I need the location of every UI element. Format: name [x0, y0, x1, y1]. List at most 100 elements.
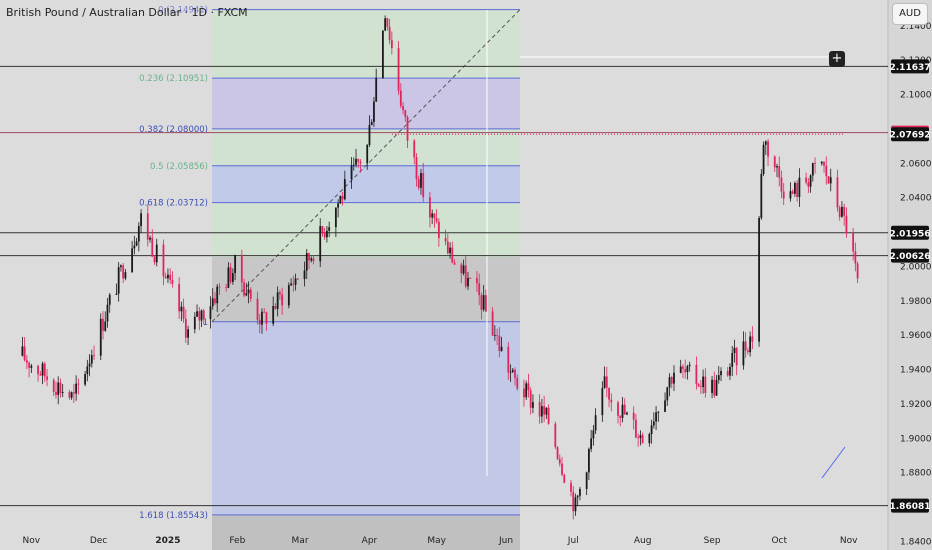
- candle-body: [796, 182, 799, 198]
- candle-body: [697, 384, 700, 387]
- candle-body: [162, 244, 165, 277]
- candle-body: [529, 390, 532, 408]
- candle-body: [41, 363, 44, 376]
- candle-body: [281, 294, 284, 306]
- candle-body: [762, 144, 765, 174]
- candle-body: [462, 265, 465, 274]
- time-tick-label: Aug: [634, 536, 652, 546]
- candle-body: [261, 311, 263, 325]
- candle-body: [431, 213, 434, 218]
- candle-body: [767, 141, 769, 157]
- price-tick-label: 1.88000: [900, 469, 932, 479]
- candle-body: [437, 221, 440, 239]
- currency-button[interactable]: AUD: [892, 3, 928, 25]
- candle-body: [610, 399, 613, 403]
- candle-body: [77, 383, 80, 385]
- candle-body: [124, 272, 127, 279]
- candle-body: [664, 400, 666, 412]
- candle-body: [686, 366, 689, 373]
- candle-body: [278, 292, 281, 295]
- candle-body: [742, 341, 745, 366]
- price-tick-label: 2.14000: [900, 22, 932, 32]
- candle-body: [106, 304, 109, 322]
- price-tag: [891, 127, 929, 142]
- candle-body: [209, 306, 212, 320]
- candle-body: [171, 279, 174, 284]
- candle-body: [122, 265, 125, 279]
- candle-body: [326, 230, 328, 238]
- candle-body: [829, 177, 832, 184]
- candle-body: [422, 173, 425, 198]
- candle-body: [776, 166, 778, 168]
- candle-body: [276, 292, 279, 309]
- candle-body: [337, 203, 340, 208]
- candle-body: [184, 318, 187, 338]
- candle-body: [623, 404, 626, 415]
- candle-body: [527, 383, 530, 391]
- candle-body: [397, 48, 400, 91]
- fib-level-label: 0.5 (2.05856): [150, 162, 208, 172]
- candle-body: [496, 335, 498, 337]
- time-tick-label: Jul: [567, 536, 579, 546]
- candle-body: [294, 278, 297, 285]
- candle-body: [334, 207, 337, 228]
- candle-body: [55, 391, 57, 395]
- time-tick-label: May: [427, 536, 446, 546]
- candle-body: [375, 77, 378, 102]
- fib-zone: [212, 78, 520, 129]
- chart-title: British Pound / Australian Dollar · 1D ·…: [6, 6, 248, 19]
- candle-body: [561, 463, 563, 475]
- candle-body: [296, 278, 299, 280]
- price-tick-label: 1.90000: [900, 434, 932, 444]
- candle-body: [637, 437, 640, 439]
- candle-body: [164, 276, 167, 279]
- candle-body: [453, 262, 456, 265]
- candle-body: [319, 226, 322, 262]
- candle-body: [249, 289, 252, 299]
- candle-body: [310, 258, 313, 261]
- plus-circle-icon[interactable]: +: [829, 51, 845, 67]
- candle-body: [247, 289, 250, 294]
- candle-body: [485, 295, 487, 312]
- price-tag-label: 2.11637: [890, 63, 931, 73]
- candle-body: [789, 191, 792, 199]
- candle-body: [323, 232, 326, 238]
- candle-body: [729, 366, 731, 376]
- candle-body: [290, 283, 292, 286]
- candle-body: [274, 306, 277, 309]
- candle-body: [243, 282, 245, 296]
- candle-body: [328, 227, 331, 231]
- candle-body: [563, 474, 566, 483]
- candle-body: [187, 329, 189, 338]
- candle-body: [368, 125, 371, 145]
- candle-body: [507, 346, 510, 373]
- candle-body: [491, 311, 494, 336]
- candle-body: [814, 163, 816, 164]
- time-tick-label: Apr: [362, 536, 378, 546]
- candle-body: [61, 392, 64, 393]
- candle-body: [227, 267, 230, 288]
- price-axis-panel: [888, 0, 932, 550]
- candle-body: [216, 286, 219, 304]
- candle-body: [312, 258, 315, 262]
- candle-body: [115, 293, 118, 295]
- candle-body: [576, 495, 579, 498]
- candle-body: [684, 368, 687, 373]
- candle-body: [229, 267, 232, 282]
- price-tick-label: 1.92000: [900, 400, 932, 410]
- candle-body: [99, 318, 102, 356]
- candle-body: [292, 283, 295, 285]
- candle-body: [155, 244, 158, 263]
- candle-body: [574, 497, 577, 512]
- candle-body: [823, 161, 825, 166]
- candle-body: [355, 158, 357, 165]
- candle-body: [399, 90, 402, 107]
- price-tick-label: 1.96000: [900, 331, 932, 341]
- candle-body: [46, 376, 48, 380]
- candle-body: [617, 402, 619, 416]
- candle-body: [500, 346, 503, 351]
- fib-level-label: 1.618 (1.85543): [139, 511, 208, 521]
- candle-body: [711, 379, 713, 393]
